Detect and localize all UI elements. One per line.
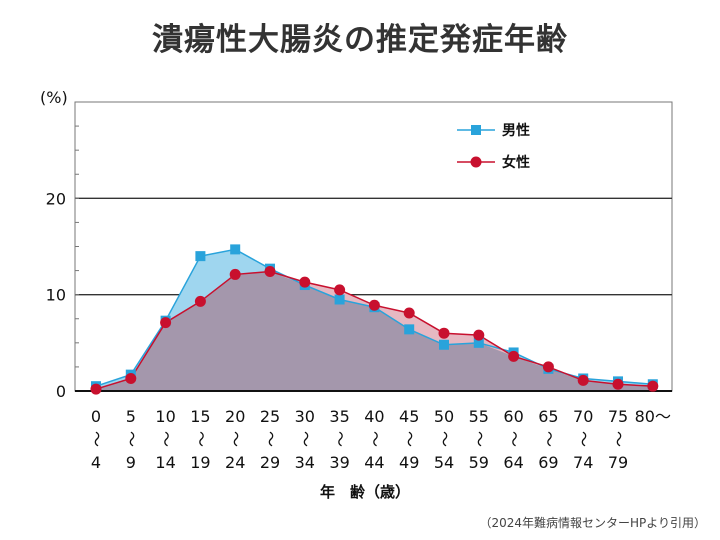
female-point bbox=[403, 307, 415, 319]
x-tick-label-end: 19 bbox=[190, 453, 210, 472]
x-tick-label-start: 65 bbox=[538, 407, 558, 426]
male-point bbox=[230, 244, 241, 255]
x-tick-range-mark: ～ bbox=[296, 431, 315, 447]
x-tick-label-start: 15 bbox=[190, 407, 210, 426]
x-tick-label-start: 45 bbox=[399, 407, 419, 426]
x-tick-label-end: 4 bbox=[91, 453, 101, 472]
legend-label: 女性 bbox=[502, 154, 530, 171]
x-tick-range-mark: ～ bbox=[574, 431, 593, 447]
x-tick-label-end: 64 bbox=[503, 453, 523, 472]
female-point bbox=[647, 380, 659, 392]
x-tick-label-start: 25 bbox=[260, 407, 280, 426]
x-tick-range-mark: ～ bbox=[261, 431, 280, 447]
x-tick-range-mark: ～ bbox=[609, 431, 628, 447]
x-tick-label-start: 5 bbox=[126, 407, 136, 426]
x-tick-label-end: 59 bbox=[469, 453, 489, 472]
x-tick-label-end: 34 bbox=[295, 453, 315, 472]
x-tick-label-end: 79 bbox=[608, 453, 628, 472]
female-point bbox=[264, 266, 276, 278]
x-tick-label-end: 69 bbox=[538, 453, 558, 472]
x-tick-label-start: 35 bbox=[329, 407, 349, 426]
x-tick-label-start: 30 bbox=[295, 407, 315, 426]
female-point bbox=[612, 378, 624, 390]
x-tick-label-start: 80～ bbox=[635, 407, 671, 426]
x-tick-label-end: 74 bbox=[573, 453, 593, 472]
x-tick-range-mark: ～ bbox=[435, 431, 454, 447]
female-point bbox=[438, 327, 450, 339]
axis-labels: 01020(%)0～45～910～1415～1920～2425～2930～343… bbox=[40, 88, 671, 501]
x-tick-range-mark: ～ bbox=[226, 431, 245, 447]
x-tick-range-mark: ～ bbox=[331, 431, 350, 447]
x-tick-label-start: 55 bbox=[469, 407, 489, 426]
x-tick-range-mark: ～ bbox=[470, 431, 489, 447]
female-point bbox=[368, 299, 380, 311]
x-tick-label-end: 14 bbox=[155, 453, 175, 472]
x-tick-label-end: 39 bbox=[329, 453, 349, 472]
legend-label: 男性 bbox=[502, 122, 530, 139]
x-tick-label-start: 70 bbox=[573, 407, 593, 426]
female-point bbox=[160, 317, 172, 329]
x-tick-label-end: 44 bbox=[364, 453, 384, 472]
male-point bbox=[404, 324, 415, 335]
x-axis-title: 年 齢（歳） bbox=[320, 483, 410, 501]
x-tick-label-end: 9 bbox=[126, 453, 136, 472]
male-point bbox=[439, 339, 449, 350]
female-point bbox=[299, 276, 311, 288]
y-tick-label: 0 bbox=[56, 382, 66, 401]
female-point bbox=[473, 329, 485, 341]
x-tick-label-start: 50 bbox=[434, 407, 454, 426]
male-point bbox=[195, 251, 206, 262]
source-note: （2024年難病情報センターHPより引用） bbox=[479, 516, 706, 530]
x-tick-range-mark: ～ bbox=[365, 431, 384, 447]
female-point bbox=[334, 284, 346, 296]
x-tick-range-mark: ～ bbox=[505, 431, 524, 447]
female-point bbox=[229, 268, 241, 280]
x-tick-range-mark: ～ bbox=[157, 431, 176, 447]
x-tick-range-mark: ～ bbox=[400, 431, 419, 447]
axes bbox=[75, 101, 672, 392]
series-markers bbox=[90, 244, 659, 395]
page-title: 潰瘍性大腸炎の推定発症年齢 bbox=[152, 22, 568, 58]
x-tick-range-mark: ～ bbox=[122, 431, 141, 447]
legend-marker-circle bbox=[470, 156, 482, 168]
female-point bbox=[577, 374, 589, 386]
x-tick-label-start: 40 bbox=[364, 407, 384, 426]
x-tick-label-end: 54 bbox=[434, 453, 454, 472]
x-tick-label-start: 0 bbox=[91, 407, 101, 426]
x-tick-label-end: 49 bbox=[399, 453, 419, 472]
y-axis-unit: (%) bbox=[40, 88, 68, 107]
male-point bbox=[473, 337, 484, 348]
x-tick-range-mark: ～ bbox=[539, 431, 558, 447]
legend-marker-square bbox=[471, 125, 481, 135]
female-point bbox=[194, 295, 206, 307]
female-point bbox=[125, 372, 137, 384]
x-tick-label-start: 10 bbox=[155, 407, 175, 426]
female-point bbox=[508, 350, 520, 362]
x-tick-label-start: 60 bbox=[503, 407, 523, 426]
x-tick-label-end: 29 bbox=[260, 453, 280, 472]
x-tick-label-end: 24 bbox=[225, 453, 245, 472]
x-tick-label-start: 20 bbox=[225, 407, 245, 426]
female-point bbox=[90, 383, 102, 395]
y-tick-label: 20 bbox=[46, 189, 66, 208]
male-point bbox=[334, 294, 345, 305]
female-point bbox=[542, 361, 554, 373]
x-tick-range-mark: ～ bbox=[191, 431, 210, 447]
x-tick-range-mark: ～ bbox=[87, 431, 106, 447]
y-tick-label: 10 bbox=[46, 286, 66, 305]
x-tick-label-start: 75 bbox=[608, 407, 628, 426]
